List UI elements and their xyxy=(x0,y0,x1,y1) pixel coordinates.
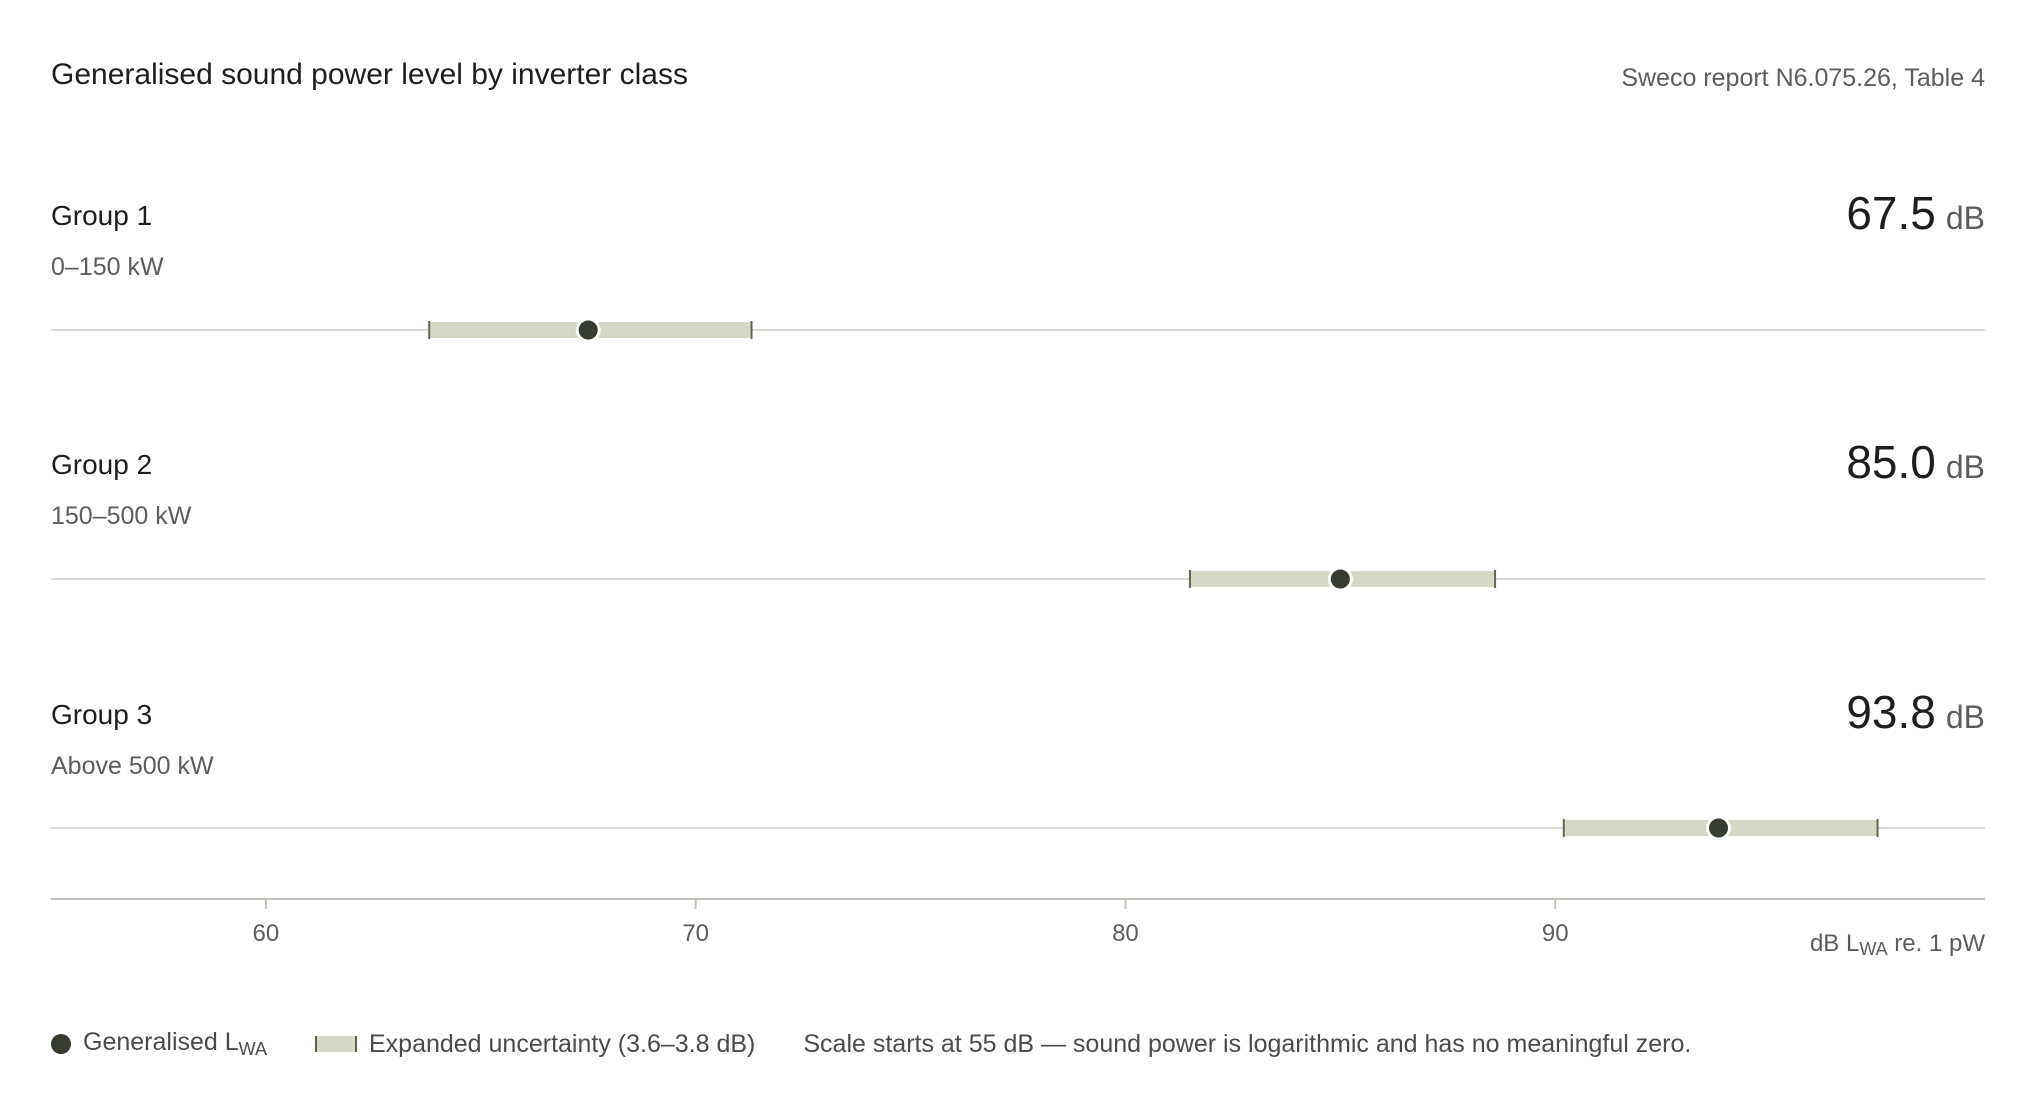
legend-marker-subscript: WA xyxy=(238,1039,267,1059)
group-1-value-unit: dB xyxy=(1945,200,1985,236)
group-2-value: 85.0 dB xyxy=(1846,435,1985,489)
group-3-range: Above 500 kW xyxy=(51,752,214,780)
legend-scale-note: Scale starts at 55 dB — sound power is l… xyxy=(803,1029,1692,1058)
group-1-value: 67.5 dB xyxy=(1846,186,1985,240)
group-2-value-number: 85.0 xyxy=(1846,436,1936,488)
legend-marker-label: Generalised LWA xyxy=(83,1028,267,1060)
axis-unit-prefix: dB L xyxy=(1809,930,1860,957)
axis-unit-subscript: WA xyxy=(1859,939,1888,959)
chart-title: Generalised sound power level by inverte… xyxy=(51,58,688,91)
group-1-value-number: 67.5 xyxy=(1846,187,1936,239)
legend-band-icon xyxy=(314,1036,357,1052)
group-2-range: 150–500 kW xyxy=(51,502,192,530)
group-3-value-number: 93.8 xyxy=(1846,686,1936,738)
group-3-value: 93.8 dB xyxy=(1846,685,1985,739)
chart-source: Sweco report N6.075.26, Table 4 xyxy=(1621,64,1985,92)
legend-marker-text: Generalised L xyxy=(83,1028,239,1056)
group-2-value-unit: dB xyxy=(1945,449,1985,485)
x-tick-label-60: 60 xyxy=(253,920,280,947)
group-3-value-dot xyxy=(1706,815,1732,841)
group-3-value-unit: dB xyxy=(1945,699,1985,735)
x-tick-label-90: 90 xyxy=(1542,920,1569,947)
group-2-name: Group 2 xyxy=(51,449,153,480)
x-tick-label-80: 80 xyxy=(1112,920,1139,947)
x-tick-label-70: 70 xyxy=(682,920,709,947)
axis-unit-suffix: re. 1 pW xyxy=(1887,930,1985,957)
legend-band-label: Expanded uncertainty (3.6–3.8 dB) xyxy=(368,1029,756,1058)
axis-unit-label: dB LWA re. 1 pW xyxy=(1810,930,1985,960)
group-2-value-dot xyxy=(1327,566,1353,592)
group-1-name: Group 1 xyxy=(51,200,153,231)
group-1-range: 0–150 kW xyxy=(51,253,164,281)
legend-marker-icon xyxy=(51,1034,71,1054)
group-1-value-dot xyxy=(575,317,601,343)
group-3-name: Group 3 xyxy=(51,699,153,730)
legend: Generalised LWA Expanded uncertainty (3.… xyxy=(51,1024,1691,1064)
